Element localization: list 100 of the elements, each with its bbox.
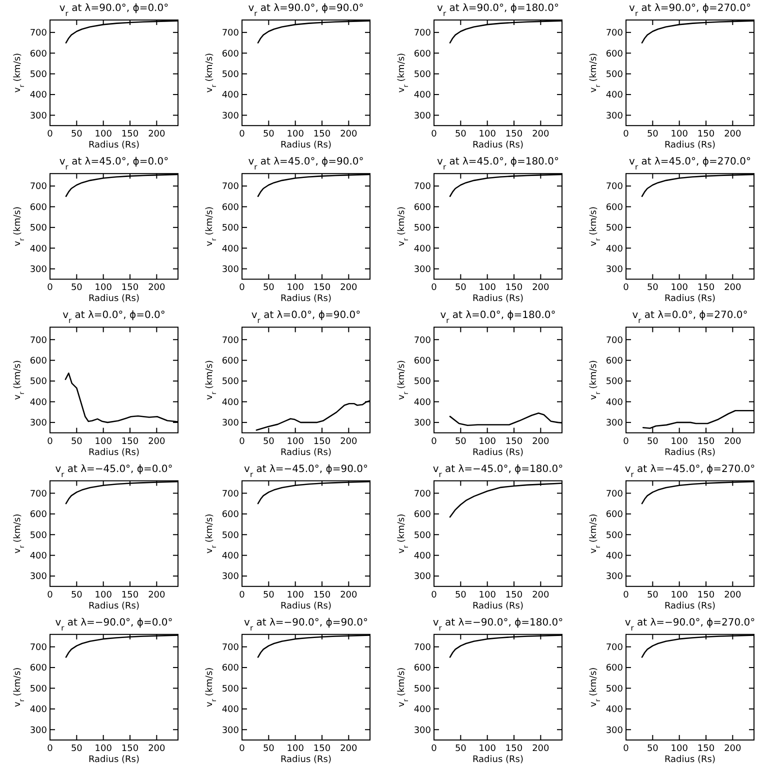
y-tick-label: 500 [30,530,48,541]
chart-title: v$_{r}$ at λ=−90.0°, ϕ=270.0° [624,617,756,632]
y-tick-label: 600 [30,202,48,213]
y-tick-label: 500 [414,224,432,234]
y-tick-label: 700 [606,182,624,192]
chart-title: v$_{r}$ at λ=−90.0°, ϕ=180.0° [432,617,564,632]
x-tick-label: 200 [532,590,550,600]
x-tick-label: 50 [646,130,659,140]
chart-title: v$_{r}$ at λ=90.0°, ϕ=90.0° [248,3,364,18]
x-tick-label: 50 [70,130,83,140]
y-tick-label: 600 [606,202,624,213]
x-axis-title: Radius (Rs) [280,755,332,765]
y-tick-label: 700 [414,489,432,500]
y-tick-label: 600 [222,664,240,674]
y-tick-label: 700 [30,182,48,192]
y-tick-label: 600 [222,356,240,366]
x-tick-label: 150 [505,744,523,754]
x-tick-label: 100 [478,130,496,140]
chart-title: v$_{r}$ at λ=−90.0°, ϕ=0.0° [55,617,173,632]
y-tick-label: 500 [222,224,240,234]
x-tick-label: 150 [697,436,715,447]
x-tick-label: 50 [646,744,659,754]
x-tick-label: 0 [47,283,54,294]
x-tick-label: 150 [121,590,139,600]
y-tick-label: 600 [414,202,432,213]
x-tick-label: 150 [697,130,715,140]
x-tick-label: 200 [340,590,358,600]
x-tick-label: 200 [148,590,166,600]
x-tick-label: 0 [47,590,54,600]
y-tick-label: 400 [414,398,432,408]
y-tick-label: 300 [30,726,48,736]
y-tick-label: 300 [30,111,48,122]
x-tick-label: 0 [623,744,630,754]
x-tick-label: 0 [431,436,438,447]
x-tick-label: 100 [286,590,304,600]
chart-title: v$_{r}$ at λ=45.0°, ϕ=0.0° [59,156,169,172]
y-tick-label: 400 [606,244,624,254]
y-tick-label: 300 [414,726,432,736]
x-tick-label: 150 [313,744,331,754]
x-tick-label: 200 [532,436,550,447]
x-axis-title: Radius (Rs) [88,448,140,458]
x-axis-title: Radius (Rs) [88,294,140,304]
y-tick-label: 600 [30,356,48,366]
x-tick-label: 150 [697,283,715,294]
x-tick-label: 50 [454,744,467,754]
y-tick-label: 400 [30,244,48,254]
x-tick-label: 0 [239,436,246,447]
y-tick-label: 700 [414,642,432,653]
x-axis-title: Radius (Rs) [280,294,332,304]
x-tick-label: 100 [670,590,688,600]
x-tick-label: 100 [478,436,496,447]
x-tick-label: 200 [724,744,742,754]
y-tick-label: 500 [222,684,240,694]
x-axis-title: Radius (Rs) [664,755,716,765]
y-tick-label: 600 [414,49,432,60]
x-axis-title: Radius (Rs) [664,140,716,151]
x-tick-label: 150 [313,436,331,447]
y-tick-label: 500 [606,224,624,234]
x-tick-label: 150 [313,130,331,140]
x-tick-label: 150 [505,590,523,600]
x-tick-label: 150 [505,283,523,294]
x-tick-label: 100 [94,436,112,447]
y-tick-label: 600 [414,510,432,520]
x-tick-label: 50 [70,283,83,294]
chart-title: v$_{r}$ at λ=0.0°, ϕ=270.0° [632,310,748,325]
x-axis-title: Radius (Rs) [280,448,332,458]
x-tick-label: 100 [94,283,112,294]
x-tick-label: 50 [646,436,659,447]
x-tick-label: 200 [148,283,166,294]
chart-title: v$_{r}$ at λ=−45.0°, ϕ=180.0° [432,464,564,478]
x-tick-label: 200 [532,130,550,140]
x-tick-label: 0 [623,436,630,447]
y-tick-label: 400 [606,705,624,716]
y-tick-label: 700 [606,28,624,39]
y-tick-label: 700 [30,336,48,346]
x-tick-label: 100 [286,130,304,140]
x-tick-label: 200 [724,283,742,294]
y-tick-label: 500 [414,377,432,388]
x-axis-title: Radius (Rs) [472,755,524,765]
y-tick-label: 400 [606,90,624,101]
x-tick-label: 200 [148,436,166,447]
y-tick-label: 500 [414,70,432,80]
x-tick-label: 100 [478,744,496,754]
y-tick-label: 300 [606,111,624,122]
y-tick-label: 600 [30,510,48,520]
x-tick-label: 150 [121,130,139,140]
chart-title: v$_{r}$ at λ=45.0°, ϕ=180.0° [437,156,559,172]
x-tick-label: 0 [239,130,246,140]
chart-title: v$_{r}$ at λ=0.0°, ϕ=90.0° [251,310,361,325]
y-tick-label: 600 [414,664,432,674]
x-tick-label: 150 [697,590,715,600]
y-tick-label: 300 [222,726,240,736]
y-tick-label: 700 [606,642,624,653]
y-tick-label: 500 [30,70,48,80]
x-tick-label: 0 [431,283,438,294]
y-tick-label: 700 [30,642,48,653]
y-tick-label: 400 [606,551,624,562]
y-tick-label: 500 [606,684,624,694]
x-axis-title: Radius (Rs) [664,294,716,304]
y-tick-label: 300 [606,726,624,736]
